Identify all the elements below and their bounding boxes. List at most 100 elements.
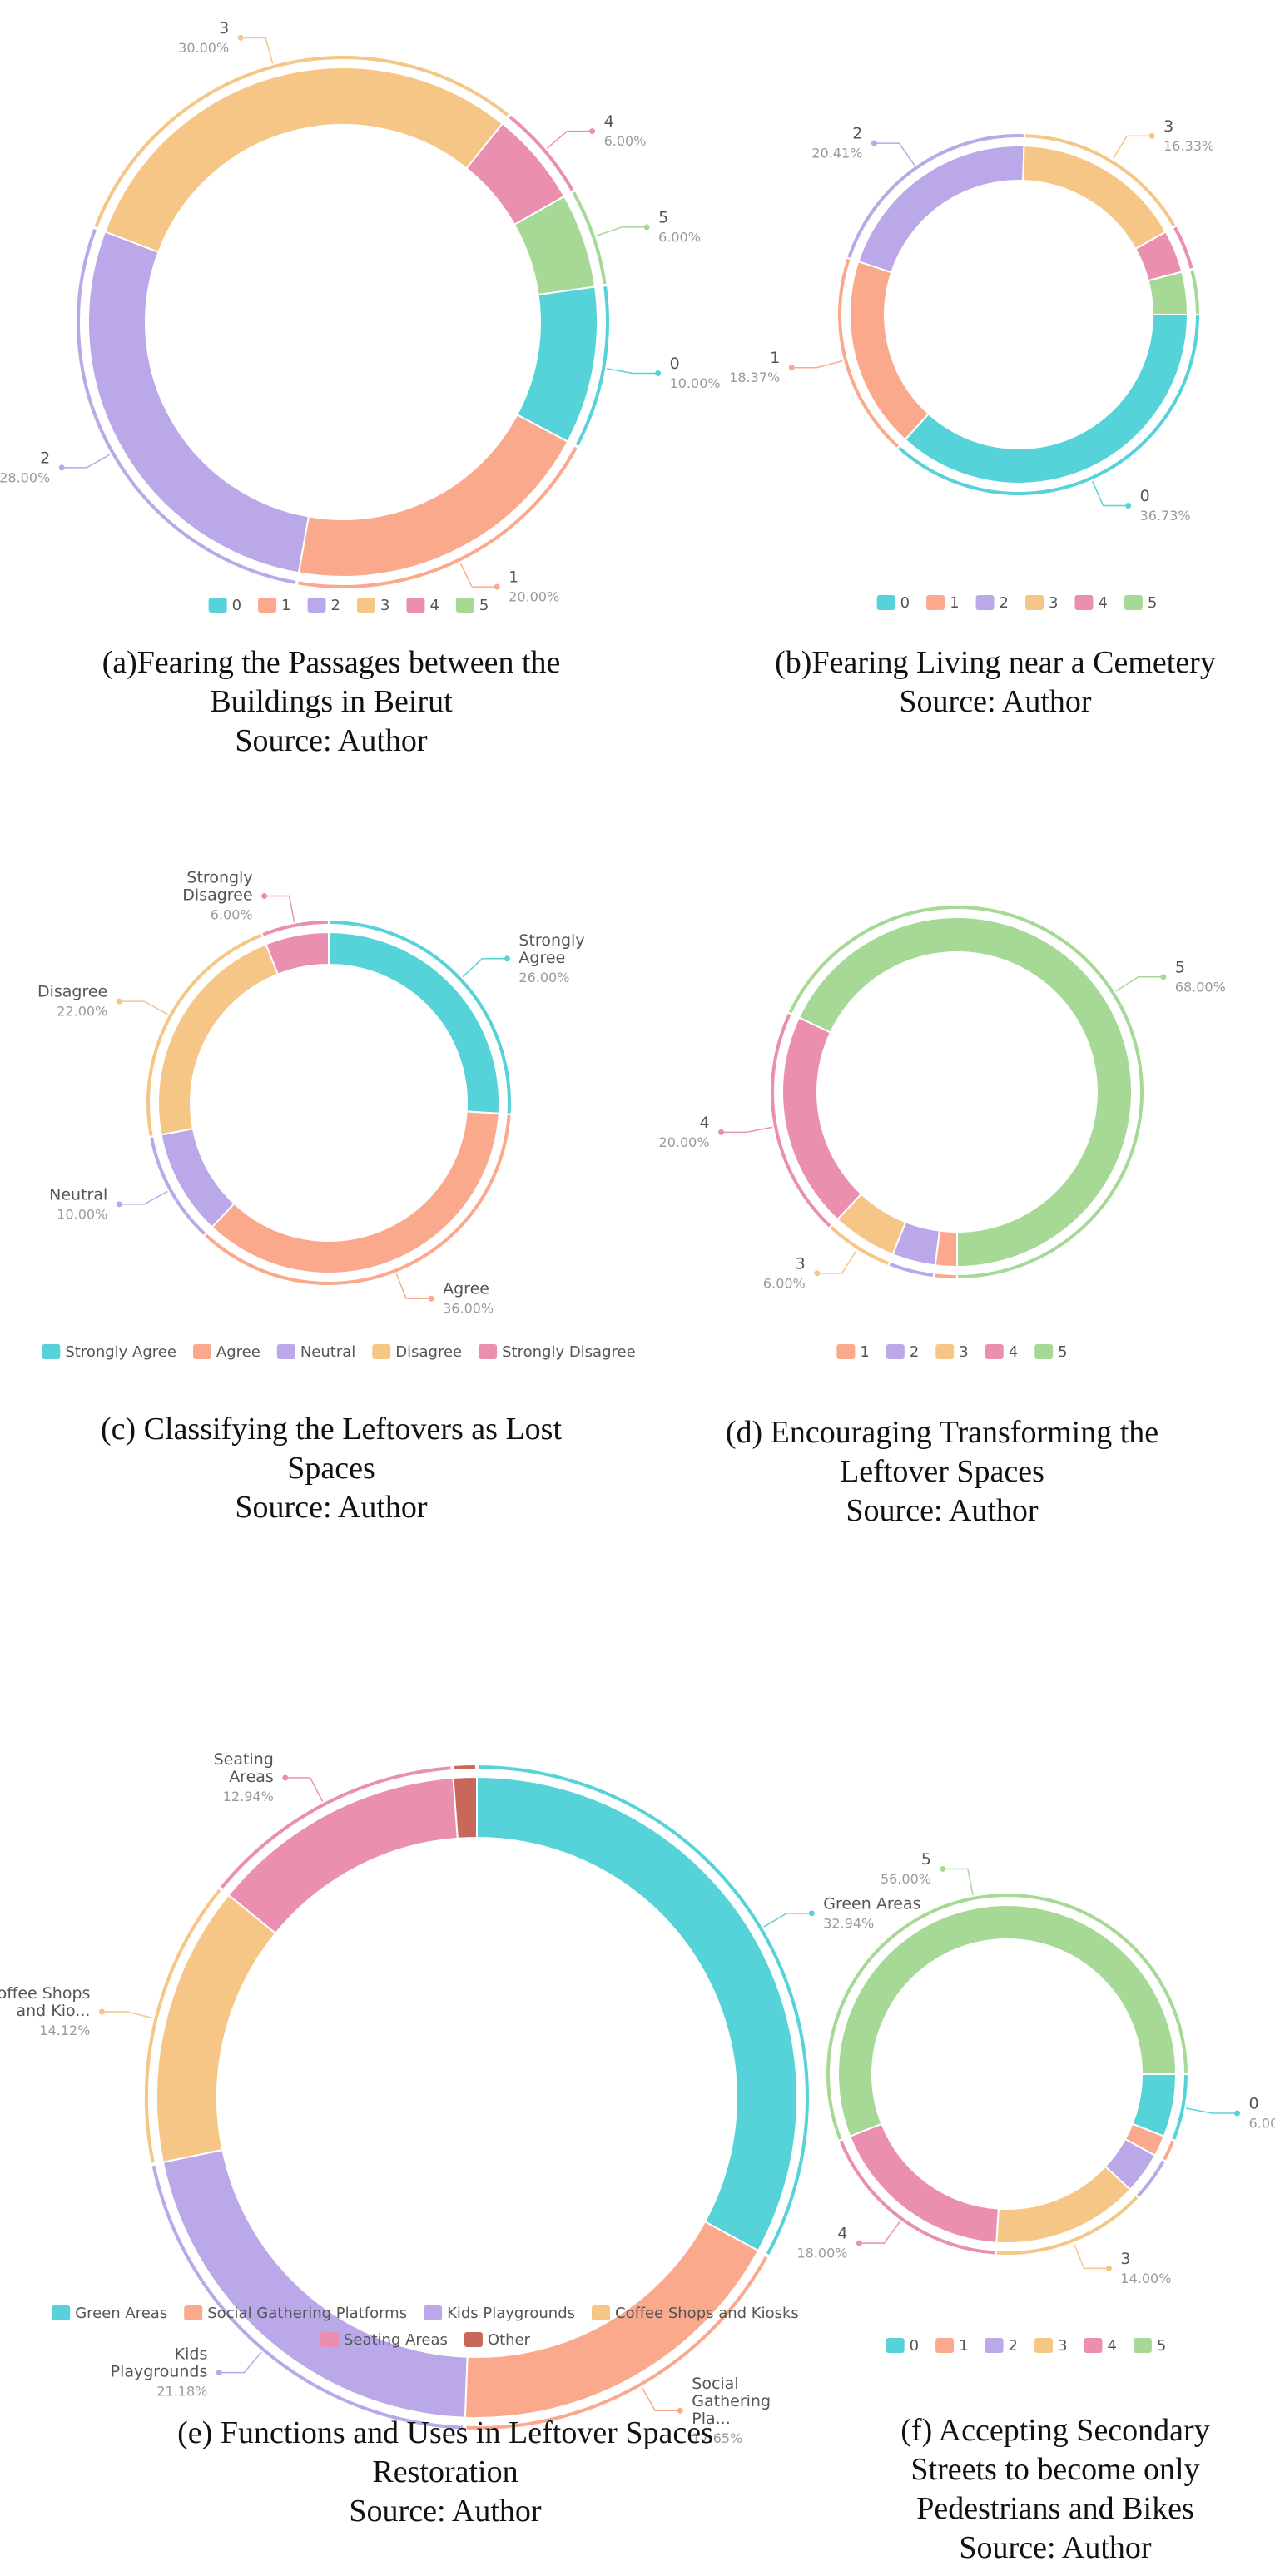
legend-swatch xyxy=(592,2305,611,2320)
leader-line xyxy=(264,895,295,923)
legend-item-5[interactable]: 5 xyxy=(1034,1343,1068,1361)
leader-line xyxy=(606,368,658,375)
caption-line: Source: Author xyxy=(349,2494,541,2529)
slice-1[interactable] xyxy=(849,260,930,441)
slice-4[interactable] xyxy=(848,2122,1000,2244)
slice-2[interactable] xyxy=(87,231,310,574)
legend-item-disagree[interactable]: Disagree xyxy=(372,1343,462,1361)
legend-item-5[interactable]: 5 xyxy=(455,597,489,614)
slice-label: 5 xyxy=(921,1850,931,1869)
slice-outer-ring xyxy=(889,1262,934,1278)
legend-item-2[interactable]: 2 xyxy=(307,597,340,614)
legend-item-0[interactable]: 0 xyxy=(886,2337,919,2355)
slice-label: Kids xyxy=(175,2345,208,2364)
slice-outer-ring xyxy=(150,1137,206,1235)
slice-disagree[interactable] xyxy=(157,943,280,1136)
legend-item-seating-areas[interactable]: Seating Areas xyxy=(320,2331,448,2349)
leader-line xyxy=(119,1190,168,1205)
legend-item-1[interactable]: 1 xyxy=(926,594,960,612)
leader-line xyxy=(1073,2243,1109,2270)
slice-5[interactable] xyxy=(797,916,1133,1268)
legend: 0 1 2 3 4 5 xyxy=(886,2337,1166,2355)
slice-other[interactable] xyxy=(452,1775,478,1839)
slice-percent: 26.00% xyxy=(518,970,569,985)
slice-4[interactable] xyxy=(781,1016,863,1221)
caption-line: Pedestrians and Bikes xyxy=(916,2491,1194,2526)
legend-item-3[interactable]: 3 xyxy=(1025,594,1058,612)
legend-item-kids-playgrounds[interactable]: Kids Playgrounds xyxy=(424,2305,575,2322)
slice-percent: 14.12% xyxy=(39,2023,90,2038)
slice-5[interactable] xyxy=(1147,271,1189,315)
legend-label: 4 xyxy=(429,597,439,614)
slice-label: Agree xyxy=(443,1280,489,1298)
legend-item-1[interactable]: 1 xyxy=(258,597,291,614)
slice-strongly-agree[interactable] xyxy=(328,931,500,1114)
leader-line xyxy=(874,142,915,166)
legend-item-4[interactable]: 4 xyxy=(406,597,439,614)
slice-outer-ring xyxy=(151,2165,464,2430)
caption-line: Buildings in Beirut xyxy=(210,684,453,719)
slice-label: Neutral xyxy=(49,1185,107,1204)
slice-3[interactable] xyxy=(1022,145,1168,251)
legend-item-2[interactable]: 2 xyxy=(975,594,1009,612)
slice-label: 0 xyxy=(1249,2095,1259,2113)
legend-item-3[interactable]: 3 xyxy=(935,1343,969,1361)
slice-agree[interactable] xyxy=(211,1110,500,1275)
legend-item-2[interactable]: 2 xyxy=(886,1343,919,1361)
legend-item-1[interactable]: 1 xyxy=(836,1343,870,1361)
legend-item-0[interactable]: 0 xyxy=(876,594,910,612)
legend-item-1[interactable]: 1 xyxy=(935,2337,969,2355)
legend-item-strongly-agree[interactable]: Strongly Agree xyxy=(42,1343,176,1361)
slice-5[interactable] xyxy=(513,195,597,296)
slice-strongly-disagree[interactable] xyxy=(265,931,330,975)
legend-item-5[interactable]: 5 xyxy=(1124,594,1157,612)
legend-item-coffee-shops-and-kiosks[interactable]: Coffee Shops and Kiosks xyxy=(592,2305,799,2322)
slice-5[interactable] xyxy=(837,1904,1178,2138)
legend-label: Agree xyxy=(216,1343,260,1361)
slice-label: Strongly xyxy=(518,931,584,950)
slice-coffee-shops-and-kiosks[interactable] xyxy=(156,1894,277,2163)
legend-item-4[interactable]: 4 xyxy=(985,1343,1018,1361)
legend-item-green-areas[interactable]: Green Areas xyxy=(52,2305,167,2322)
legend-item-5[interactable]: 5 xyxy=(1133,2337,1166,2355)
legend-item-0[interactable]: 0 xyxy=(208,597,241,614)
slice-0[interactable] xyxy=(515,285,598,444)
legend-item-other[interactable]: Other xyxy=(464,2331,531,2349)
legend-item-social-gathering-platforms[interactable]: Social Gathering Platforms xyxy=(184,2305,407,2322)
leader-dot xyxy=(1160,974,1167,980)
leader-dot xyxy=(808,1910,815,1917)
slice-label: 2 xyxy=(852,125,862,143)
leader-line xyxy=(1091,480,1129,507)
slice-label: Strongly xyxy=(186,868,252,886)
leader-dot xyxy=(261,892,268,899)
slice-kids-playgrounds[interactable] xyxy=(161,2148,469,2419)
legend-item-3[interactable]: 3 xyxy=(1034,2337,1067,2355)
slice-2[interactable] xyxy=(857,145,1025,274)
legend-item-agree[interactable]: Agree xyxy=(192,1343,260,1361)
slice-label: 1 xyxy=(770,349,780,367)
leader-dot xyxy=(1105,2265,1112,2271)
slice-green-areas[interactable] xyxy=(476,1775,798,2252)
slice-outer-ring xyxy=(298,446,578,588)
legend-item-4[interactable]: 4 xyxy=(1084,2337,1117,2355)
legend-label: 1 xyxy=(950,594,959,612)
legend-swatch xyxy=(479,1344,498,1359)
legend-item-3[interactable]: 3 xyxy=(357,597,389,614)
legend-label: Seating Areas xyxy=(344,2331,448,2349)
legend-item-neutral[interactable]: Neutral xyxy=(276,1343,355,1361)
legend-item-4[interactable]: 4 xyxy=(1074,594,1108,612)
slice-label: 3 xyxy=(1163,117,1173,136)
slice-neutral[interactable] xyxy=(160,1127,236,1228)
leader-dot xyxy=(494,583,500,590)
legend-label: 1 xyxy=(959,2337,968,2355)
legend-swatch xyxy=(1074,595,1094,610)
slice-outer-ring xyxy=(1137,2160,1165,2197)
slice-0[interactable] xyxy=(904,314,1189,484)
slice-1[interactable] xyxy=(297,413,569,578)
legend-item-2[interactable]: 2 xyxy=(985,2337,1018,2355)
legend-item-strongly-disagree[interactable]: Strongly Disagree xyxy=(479,1343,636,1361)
legend-swatch xyxy=(836,1344,856,1359)
slice-3[interactable] xyxy=(995,2165,1132,2244)
slice-3[interactable] xyxy=(103,67,504,254)
figure-caption: (d) Encouraging Transforming the Leftover… xyxy=(726,1415,1158,1528)
